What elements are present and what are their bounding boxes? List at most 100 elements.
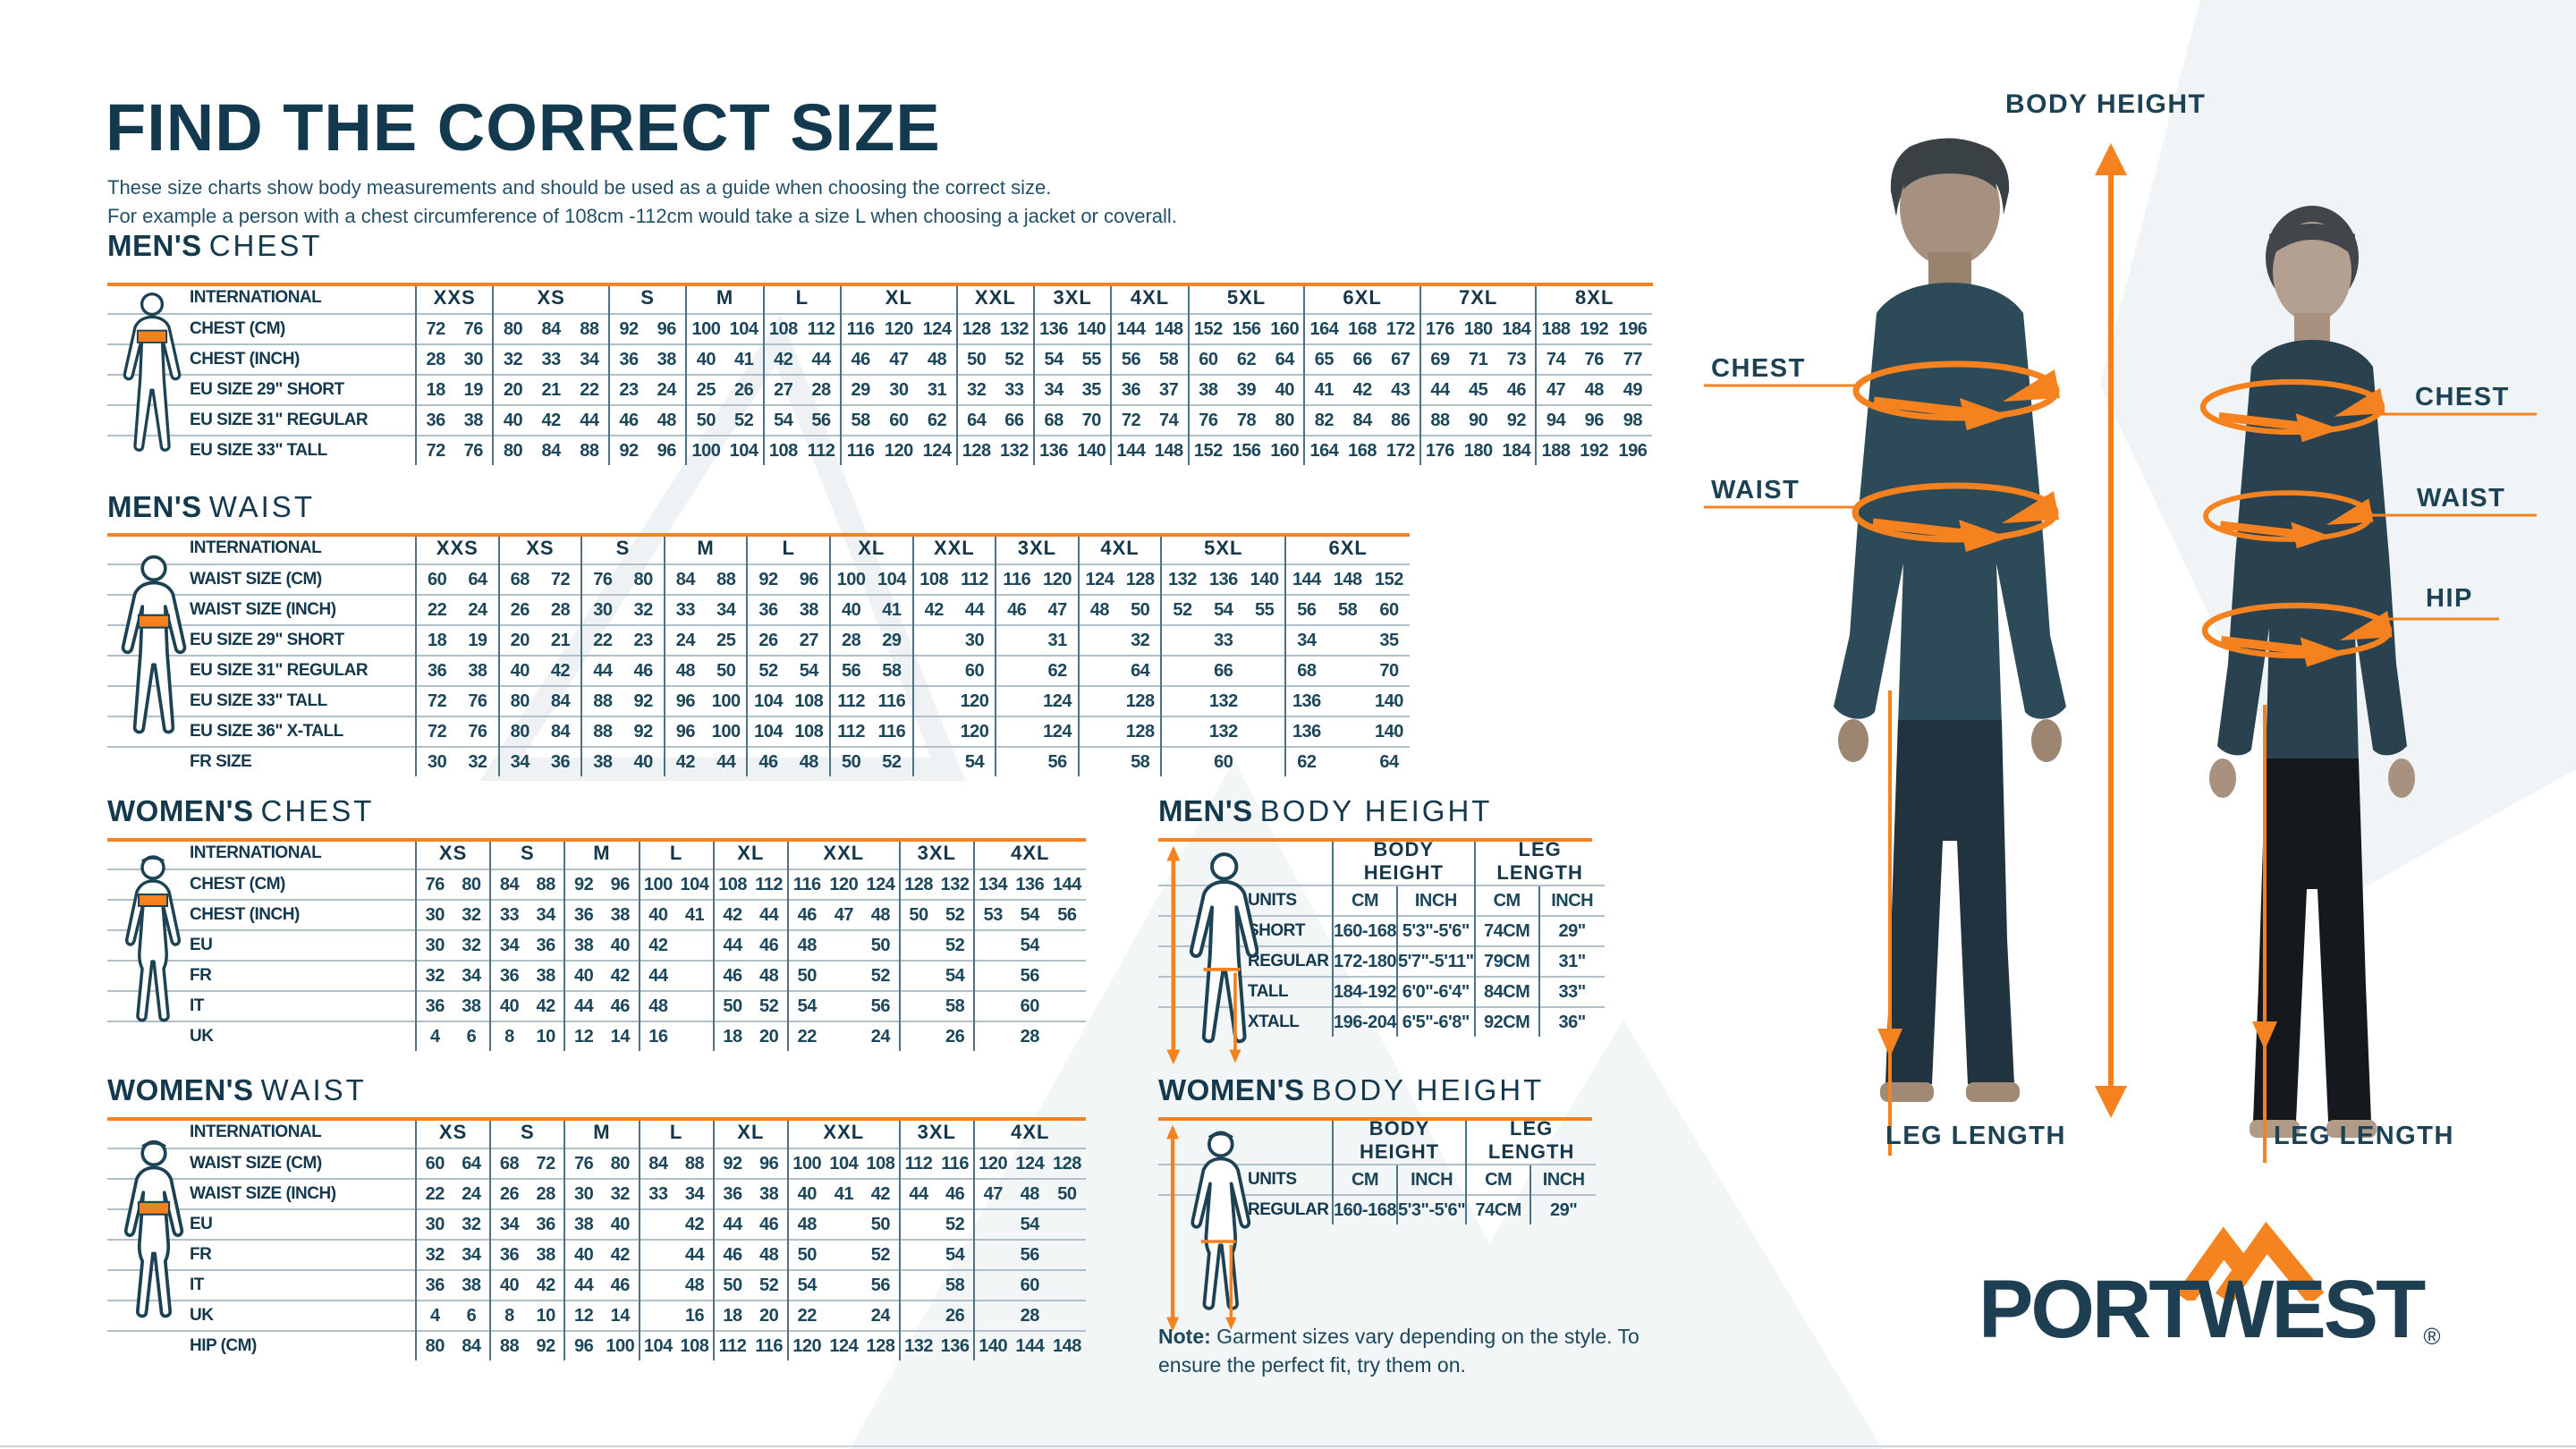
size-header: XXL bbox=[786, 838, 900, 869]
size-value: 108 bbox=[762, 313, 802, 344]
body-height-arrow bbox=[2095, 143, 2127, 1118]
size-value: 74 bbox=[1535, 343, 1575, 375]
size-value: 18 bbox=[414, 624, 458, 656]
leg-length-label-left: LEG LENGTH bbox=[1885, 1122, 2066, 1150]
size-value: 104 bbox=[825, 1148, 863, 1179]
size-value: 80 bbox=[453, 869, 491, 900]
size-value bbox=[1243, 624, 1286, 656]
size-value: 55 bbox=[1072, 343, 1112, 375]
size-value: 33 bbox=[663, 594, 707, 625]
size-value: 48 bbox=[786, 1208, 826, 1240]
size-value bbox=[898, 1300, 937, 1331]
size-value: 90 bbox=[1459, 404, 1498, 436]
size-value: 42 bbox=[862, 1178, 900, 1209]
size-value: 54 bbox=[1011, 929, 1049, 961]
size-value: 128 bbox=[1120, 564, 1162, 595]
size-value: 36 bbox=[527, 929, 565, 961]
row-label: EU SIZE 36" X-TALL bbox=[107, 716, 416, 747]
size-value: 44 bbox=[676, 1239, 714, 1270]
size-value: 52 bbox=[750, 1269, 788, 1301]
size-value: 148 bbox=[1149, 313, 1189, 344]
female-height-icon bbox=[1166, 1124, 1251, 1332]
size-value: 72 bbox=[414, 435, 455, 465]
measure-value: 172-180 bbox=[1332, 945, 1397, 977]
chest-label-left: CHEST bbox=[1711, 354, 1806, 383]
size-value: 168 bbox=[1343, 313, 1382, 344]
size-value: 42 bbox=[638, 929, 677, 961]
female-waist-icon bbox=[123, 1140, 184, 1318]
size-value: 52 bbox=[871, 746, 913, 776]
size-value bbox=[825, 929, 863, 961]
size-value: 136 bbox=[1011, 869, 1049, 900]
table-top-rule bbox=[1158, 1117, 1592, 1121]
group-header: LEG LENGTH bbox=[1465, 1117, 1597, 1165]
size-header: XL bbox=[712, 1117, 788, 1148]
size-value: 35 bbox=[1368, 624, 1411, 656]
table-row: EU SIZE 36" X-TALL 72 76 80 84 88 92 96 100 104 10… bbox=[107, 716, 1411, 747]
size-value: 84 bbox=[539, 716, 582, 747]
size-value: 104 bbox=[746, 716, 789, 747]
size-value: 124 bbox=[1037, 716, 1079, 747]
size-value: 54 bbox=[953, 746, 996, 776]
size-header: L bbox=[746, 533, 830, 564]
unit-header: INCH bbox=[1395, 1164, 1467, 1195]
table-row: EU SIZE 29" SHORT 18 19 20 21 22 23 24 25 26 27 28 2… bbox=[107, 374, 1652, 405]
size-value: 120 bbox=[953, 716, 996, 747]
size-value bbox=[972, 1021, 1012, 1051]
size-value: 100 bbox=[685, 313, 725, 344]
size-value: 41 bbox=[724, 343, 764, 375]
size-value: 120 bbox=[879, 435, 919, 465]
size-value: 72 bbox=[414, 716, 458, 747]
size-value: 34 bbox=[489, 1208, 528, 1240]
hip-label-right: HIP bbox=[2426, 584, 2473, 613]
size-value: 10 bbox=[527, 1300, 565, 1331]
size-value: 84 bbox=[453, 1330, 491, 1360]
size-value: 46 bbox=[607, 404, 648, 436]
unit-header: CM bbox=[1332, 885, 1397, 916]
size-value: 27 bbox=[762, 374, 802, 405]
size-value: 30 bbox=[415, 1208, 453, 1240]
size-value: 140 bbox=[1243, 564, 1286, 595]
size-value: 36 bbox=[489, 960, 528, 991]
size-value: 22 bbox=[786, 1300, 826, 1331]
size-value: 28 bbox=[527, 1178, 565, 1209]
size-value: 176 bbox=[1419, 435, 1460, 465]
size-value: 58 bbox=[1326, 594, 1368, 625]
mens-body-height-table: BODY HEIGHT LEG LENGTH UNITS CM INCH CM INCH SH… bbox=[1158, 838, 1605, 1037]
size-value: 144 bbox=[1110, 435, 1150, 465]
table-row: XTALL 196-204 6'5"-6'8" 92CM 36" bbox=[1158, 1006, 1605, 1037]
table-top-rule bbox=[107, 838, 1086, 842]
size-value: 132 bbox=[936, 869, 974, 900]
measure-value: 79CM bbox=[1473, 945, 1539, 977]
size-value: 30 bbox=[580, 594, 623, 625]
womens-chest-heading: WOMEN'S CHEST bbox=[107, 794, 375, 827]
size-value: 41 bbox=[871, 594, 913, 625]
size-value: 52 bbox=[995, 343, 1034, 375]
size-value bbox=[1048, 1208, 1086, 1240]
size-value: 36 bbox=[414, 404, 455, 436]
size-value: 36 bbox=[527, 1208, 565, 1240]
size-value: 80 bbox=[415, 1330, 453, 1360]
size-value: 26 bbox=[936, 1021, 974, 1051]
size-value: 38 bbox=[648, 343, 687, 375]
size-value: 88 bbox=[706, 564, 748, 595]
size-value: 156 bbox=[1226, 435, 1267, 465]
size-value: 88 bbox=[1419, 404, 1460, 436]
size-value: 40 bbox=[601, 929, 640, 961]
size-header: M bbox=[685, 283, 764, 314]
size-value: 108 bbox=[762, 435, 802, 465]
size-value: 46 bbox=[840, 343, 880, 375]
size-value: 88 bbox=[580, 716, 623, 747]
size-value: 44 bbox=[570, 404, 609, 436]
size-value: 26 bbox=[936, 1300, 974, 1331]
table-row: EU SIZE 33" TALL 72 76 80 84 88 92 96 100 104 108 1… bbox=[107, 435, 1652, 465]
measure-value: 33" bbox=[1538, 976, 1605, 1007]
size-value: 62 bbox=[918, 404, 957, 436]
male-model-photo bbox=[1834, 138, 2066, 1102]
size-value: 36 bbox=[746, 594, 789, 625]
size-value: 48 bbox=[1011, 1178, 1049, 1209]
size-value bbox=[825, 960, 863, 991]
row-label: TALL bbox=[1158, 976, 1333, 1007]
size-header: 4XL bbox=[1110, 283, 1189, 314]
